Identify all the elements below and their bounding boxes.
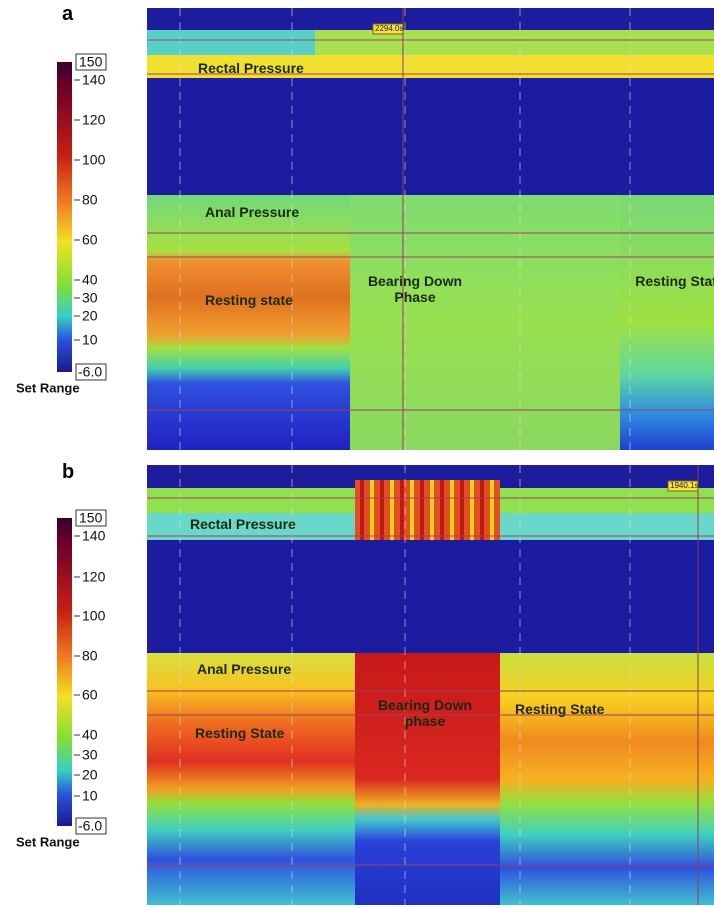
rectal-stripe (470, 480, 474, 540)
colorbar-min: -6.0 (78, 364, 102, 380)
annotation: Anal Pressure (197, 661, 292, 677)
colorbar-caption: Set Range (16, 834, 80, 849)
rectal-stripe (490, 480, 494, 540)
colorbar-tick-label: 140 (82, 528, 106, 544)
time-marker-box (667, 480, 699, 492)
top-band (147, 8, 714, 30)
manometry-panel: 2294.0s (147, 8, 714, 450)
rectal-stripe (450, 480, 454, 540)
colorbar-max-box (75, 509, 107, 527)
colorbar-tick-label: 60 (82, 232, 98, 248)
anal-left (147, 653, 355, 905)
colorbar-tick-label: 10 (82, 332, 98, 348)
annotation: Anal Pressure (205, 204, 300, 220)
annotation: Resting State (635, 273, 714, 289)
rectal-stripe (370, 480, 374, 540)
colorbar-tick-label: 100 (82, 152, 106, 168)
colorbar-max: 150 (79, 510, 103, 526)
rectal-stripe (410, 480, 414, 540)
annotation: Rectal Pressure (198, 60, 304, 76)
colorbar-tick-label: 20 (82, 767, 98, 783)
colorbar-tick-label: 140 (82, 72, 106, 88)
anal-right (620, 195, 714, 450)
manometry-panel: 1940.1s (147, 465, 714, 905)
rectal-stripe (460, 480, 464, 540)
colorbar-tick-label: 80 (82, 648, 98, 664)
colorbar (57, 518, 72, 826)
rectal-stripe (420, 480, 424, 540)
rectal-stripe (480, 480, 484, 540)
colorbar (57, 62, 72, 372)
colorbar-tick-label: 60 (82, 687, 98, 703)
time-marker-box (372, 23, 404, 35)
panel-label: b (62, 461, 74, 483)
colorbar-tick-label: 100 (82, 608, 106, 624)
rectal-band (147, 55, 714, 78)
colorbar-tick-label: 30 (82, 747, 98, 763)
colorbar-tick-label: 80 (82, 192, 98, 208)
time-marker: 2294.0s (375, 24, 403, 33)
annotation: Bearing Down Phase (367, 273, 463, 305)
anal-mid (355, 653, 500, 905)
colorbar-tick-label: 30 (82, 290, 98, 306)
rectal-stripe (430, 480, 434, 540)
annotation: Bearing Down phase (377, 697, 473, 729)
colorbar-tick-label: 120 (82, 569, 106, 585)
colorbar-min-box (75, 817, 107, 835)
rectal-stripe (400, 480, 404, 540)
colorbar-min: -6.0 (78, 818, 102, 834)
rectal-stripe (390, 480, 394, 540)
time-marker: 1940.1s (670, 481, 698, 490)
rectal-stripe (380, 480, 384, 540)
annotation: Resting State (515, 701, 605, 717)
colorbar-min-box (75, 363, 107, 381)
rectal-stripe (360, 480, 364, 540)
colorbar-tick-label: 10 (82, 788, 98, 804)
quiet-zone (147, 540, 714, 653)
annotation: Resting State (195, 725, 285, 741)
quiet-zone (147, 78, 714, 195)
anal-right (500, 653, 714, 905)
colorbar-max-box (75, 53, 107, 71)
anal-mid (350, 195, 620, 450)
colorbar-tick-label: 120 (82, 112, 106, 128)
colorbar-caption: Set Range (16, 380, 80, 395)
annotation: Rectal Pressure (190, 516, 296, 532)
rectal-stripe (440, 480, 444, 540)
rectal-hot (355, 480, 500, 540)
panel-label: a (62, 3, 74, 25)
anal-left (147, 195, 350, 450)
annotation: Resting state (205, 292, 293, 308)
colorbar-tick-label: 40 (82, 272, 98, 288)
colorbar-tick-label: 40 (82, 727, 98, 743)
rectal-upper-left (147, 30, 315, 55)
colorbar-max: 150 (79, 54, 103, 70)
top-band (147, 465, 714, 488)
colorbar-tick-label: 20 (82, 308, 98, 324)
